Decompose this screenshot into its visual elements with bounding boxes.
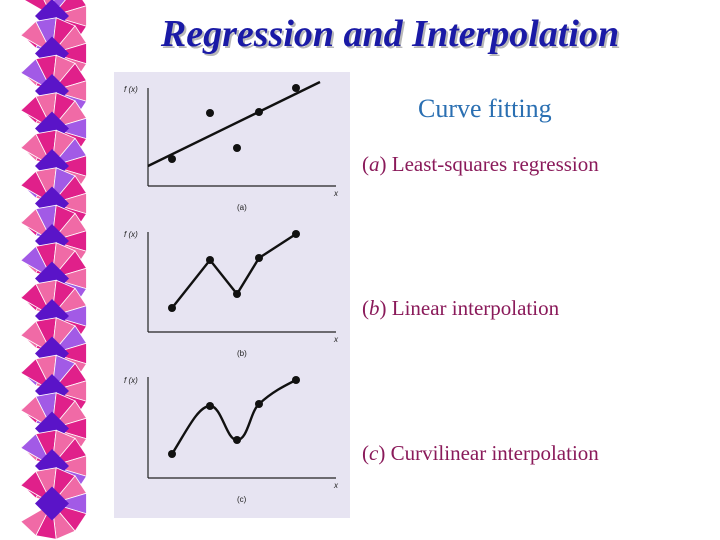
fan-motif bbox=[20, 467, 88, 540]
data-point bbox=[168, 450, 176, 458]
label-curvilinear-interpolation: (c) Curvilinear interpolation bbox=[362, 441, 599, 466]
label-a-close: ) bbox=[379, 152, 387, 176]
label-c-text: Curvilinear interpolation bbox=[385, 441, 599, 465]
label-a-letter: a bbox=[369, 152, 380, 176]
data-point bbox=[255, 400, 263, 408]
curve-fitting-figure: f (x) x (a) f (x) x (b) f (x) x (c) bbox=[124, 80, 339, 504]
label-c-open: ( bbox=[362, 441, 369, 465]
curvilinear-interpolation-curve bbox=[170, 378, 297, 455]
x-axis-label-a: x bbox=[333, 189, 339, 198]
decorative-border bbox=[20, 0, 88, 540]
data-point bbox=[168, 304, 176, 312]
label-c-letter: c bbox=[369, 441, 379, 465]
y-axis-label-c: f (x) bbox=[124, 376, 138, 385]
figure-panel bbox=[114, 72, 350, 518]
data-point bbox=[255, 108, 263, 116]
caption-a: (a) bbox=[237, 203, 247, 212]
label-linear-interpolation: (b) Linear interpolation bbox=[362, 296, 559, 321]
subfigure-c: f (x) x (c) bbox=[124, 376, 339, 504]
data-point bbox=[206, 256, 214, 264]
data-point bbox=[292, 84, 300, 92]
label-a-text: Least-squares regression bbox=[386, 152, 599, 176]
label-b-text: Linear interpolation bbox=[386, 296, 560, 320]
data-point bbox=[206, 109, 214, 117]
data-point bbox=[233, 436, 241, 444]
regression-line bbox=[147, 80, 321, 168]
linear-interpolation-line bbox=[171, 232, 297, 309]
subfigure-a: f (x) x (a) bbox=[124, 80, 339, 212]
data-point bbox=[292, 376, 300, 384]
label-b-open: ( bbox=[362, 296, 369, 320]
data-point bbox=[206, 402, 214, 410]
data-point bbox=[233, 144, 241, 152]
y-axis-label-b: f (x) bbox=[124, 230, 138, 239]
data-point bbox=[292, 230, 300, 238]
subfigure-b: f (x) x (b) bbox=[124, 230, 339, 358]
caption-c: (c) bbox=[237, 495, 247, 504]
label-c-close: ) bbox=[378, 441, 386, 465]
curve-fitting-heading: Curve fitting bbox=[418, 94, 552, 123]
label-least-squares-regression: (a) Least-squares regression bbox=[362, 152, 599, 177]
data-point bbox=[233, 290, 241, 298]
label-b-close: ) bbox=[379, 296, 387, 320]
x-axis-label-b: x bbox=[333, 335, 339, 344]
caption-b: (b) bbox=[237, 349, 247, 358]
slide-title: Regression and Interpolation bbox=[160, 13, 620, 55]
y-axis-label-a: f (x) bbox=[124, 85, 138, 94]
data-point bbox=[255, 254, 263, 262]
label-a-open: ( bbox=[362, 152, 369, 176]
label-b-letter: b bbox=[369, 296, 380, 320]
data-point bbox=[168, 155, 176, 163]
x-axis-label-c: x bbox=[333, 481, 339, 490]
